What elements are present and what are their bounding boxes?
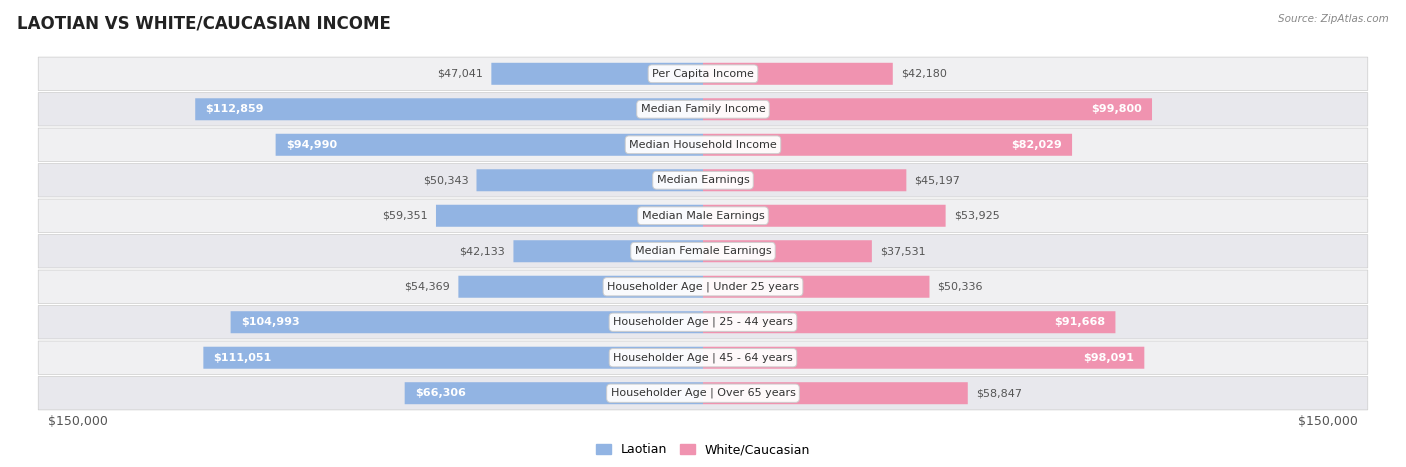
Text: $111,051: $111,051 [214, 353, 271, 363]
FancyBboxPatch shape [477, 169, 703, 191]
Text: $47,041: $47,041 [437, 69, 484, 79]
Text: $59,351: $59,351 [382, 211, 427, 221]
FancyBboxPatch shape [703, 169, 907, 191]
FancyBboxPatch shape [38, 376, 1368, 410]
Text: $42,133: $42,133 [460, 246, 505, 256]
Text: $94,990: $94,990 [285, 140, 337, 150]
FancyBboxPatch shape [491, 63, 703, 85]
Text: Median Male Earnings: Median Male Earnings [641, 211, 765, 221]
Text: $98,091: $98,091 [1084, 353, 1135, 363]
FancyBboxPatch shape [38, 234, 1368, 268]
Text: $45,197: $45,197 [914, 175, 960, 185]
Text: $112,859: $112,859 [205, 104, 264, 114]
FancyBboxPatch shape [38, 163, 1368, 197]
FancyBboxPatch shape [703, 276, 929, 298]
FancyBboxPatch shape [276, 134, 703, 156]
FancyBboxPatch shape [38, 199, 1368, 233]
FancyBboxPatch shape [195, 98, 703, 120]
Text: Median Household Income: Median Household Income [628, 140, 778, 150]
Text: Householder Age | Under 25 years: Householder Age | Under 25 years [607, 282, 799, 292]
FancyBboxPatch shape [703, 63, 893, 85]
Text: Source: ZipAtlas.com: Source: ZipAtlas.com [1278, 14, 1389, 24]
Text: $42,180: $42,180 [901, 69, 946, 79]
FancyBboxPatch shape [204, 347, 703, 369]
Legend: Laotian, White/Caucasian: Laotian, White/Caucasian [591, 439, 815, 461]
Text: $150,000: $150,000 [48, 415, 108, 428]
Text: $37,531: $37,531 [880, 246, 925, 256]
Text: $58,847: $58,847 [976, 388, 1022, 398]
FancyBboxPatch shape [703, 240, 872, 262]
FancyBboxPatch shape [703, 98, 1152, 120]
FancyBboxPatch shape [436, 205, 703, 227]
FancyBboxPatch shape [703, 311, 1115, 333]
Text: $99,800: $99,800 [1091, 104, 1142, 114]
Text: $104,993: $104,993 [240, 317, 299, 327]
Text: Median Earnings: Median Earnings [657, 175, 749, 185]
FancyBboxPatch shape [513, 240, 703, 262]
Text: LAOTIAN VS WHITE/CAUCASIAN INCOME: LAOTIAN VS WHITE/CAUCASIAN INCOME [17, 14, 391, 32]
Text: Householder Age | Over 65 years: Householder Age | Over 65 years [610, 388, 796, 398]
FancyBboxPatch shape [458, 276, 703, 298]
FancyBboxPatch shape [703, 205, 946, 227]
Text: Per Capita Income: Per Capita Income [652, 69, 754, 79]
FancyBboxPatch shape [703, 382, 967, 404]
Text: Median Family Income: Median Family Income [641, 104, 765, 114]
Text: $91,668: $91,668 [1054, 317, 1105, 327]
Text: $50,343: $50,343 [423, 175, 468, 185]
Text: $82,029: $82,029 [1011, 140, 1062, 150]
FancyBboxPatch shape [231, 311, 703, 333]
FancyBboxPatch shape [38, 128, 1368, 162]
FancyBboxPatch shape [38, 341, 1368, 375]
Text: $54,369: $54,369 [405, 282, 450, 292]
FancyBboxPatch shape [38, 270, 1368, 304]
FancyBboxPatch shape [38, 92, 1368, 126]
FancyBboxPatch shape [703, 347, 1144, 369]
Text: $66,306: $66,306 [415, 388, 465, 398]
Text: Median Female Earnings: Median Female Earnings [634, 246, 772, 256]
Text: Householder Age | 45 - 64 years: Householder Age | 45 - 64 years [613, 353, 793, 363]
Text: Householder Age | 25 - 44 years: Householder Age | 25 - 44 years [613, 317, 793, 327]
Text: $53,925: $53,925 [953, 211, 1000, 221]
Text: $150,000: $150,000 [1298, 415, 1358, 428]
Text: $50,336: $50,336 [938, 282, 983, 292]
FancyBboxPatch shape [38, 305, 1368, 339]
FancyBboxPatch shape [38, 57, 1368, 91]
FancyBboxPatch shape [703, 134, 1071, 156]
FancyBboxPatch shape [405, 382, 703, 404]
